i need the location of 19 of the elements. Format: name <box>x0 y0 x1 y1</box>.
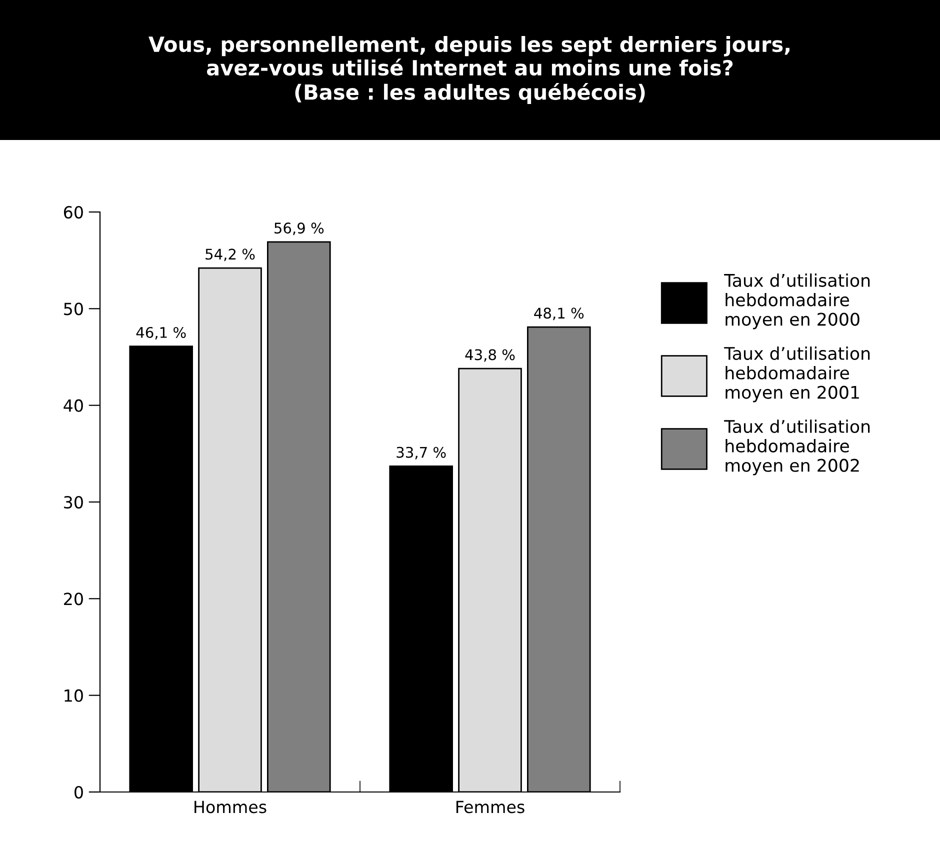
y-tick-label: 60 <box>64 206 83 219</box>
y-tick-label: 10 <box>64 689 83 702</box>
y-tick-label: 50 <box>64 302 83 316</box>
legend-label: Taux d’utilisation hebdomadaire moyen en 2002 <box>724 420 870 476</box>
x-tick-label: Hommes <box>194 800 266 814</box>
data-label: 54,2 % <box>206 248 255 262</box>
x-tick-label: Femmes <box>456 800 524 814</box>
y-tick-label: 30 <box>64 496 83 509</box>
legend-label: Taux d’utilisation hebdomadaire moyen en 2000 <box>724 274 870 330</box>
data-label: 33,7 % <box>396 446 446 460</box>
y-tick-label: 20 <box>64 592 83 606</box>
data-label: 46,1 % <box>136 326 186 340</box>
y-tick-label: 0 <box>74 786 83 799</box>
y-tick-label: 40 <box>64 399 83 412</box>
data-label: 56,9 % <box>274 222 324 236</box>
chart-title: Vous, personnellement, depuis les sept derniers jours, avez-vous utilisé Internet au moins une fois? (Base : les adultes québécois) <box>148 36 790 104</box>
data-label: 48,1 % <box>534 308 584 320</box>
data-label: 43,8 % <box>465 349 515 362</box>
legend-label: Taux d’utilisation hebdomadaire moyen en 2001 <box>724 346 870 402</box>
